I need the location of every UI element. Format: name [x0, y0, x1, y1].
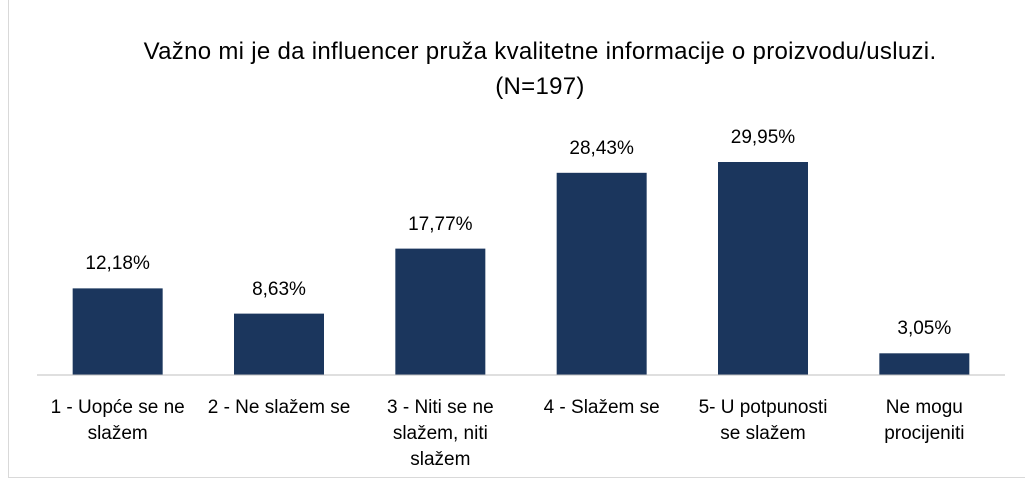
- bar: [556, 172, 647, 375]
- x-tick-label: 2 - Ne slažem se: [207, 397, 351, 418]
- value-label: 12,18%: [85, 253, 150, 275]
- x-tick-label: 3 - Niti se ne slažem, niti slažem: [387, 397, 494, 470]
- bar: [879, 353, 970, 375]
- bar: [72, 288, 163, 375]
- value-label: 28,43%: [569, 137, 634, 159]
- value-label: 29,95%: [730, 127, 796, 148]
- x-tick-label: 1 - Uopće se ne slažem: [50, 397, 185, 444]
- value-label: 17,77%: [408, 213, 473, 235]
- chart-title: Važno mi je da influencer pruža kvalitet…: [143, 38, 937, 100]
- value-label: 3,05%: [897, 318, 952, 340]
- x-tick-label: 5- U potpunosti se slažem: [698, 397, 828, 444]
- bar: [234, 313, 324, 375]
- x-tick-label: 4 - Slažem se: [543, 397, 660, 418]
- x-tick-label: Ne mogu procijeniti: [884, 397, 965, 444]
- bar: [395, 248, 486, 375]
- chart-frame: [8, 0, 1025, 478]
- bar: [718, 162, 808, 375]
- value-label: 8,63%: [252, 278, 306, 300]
